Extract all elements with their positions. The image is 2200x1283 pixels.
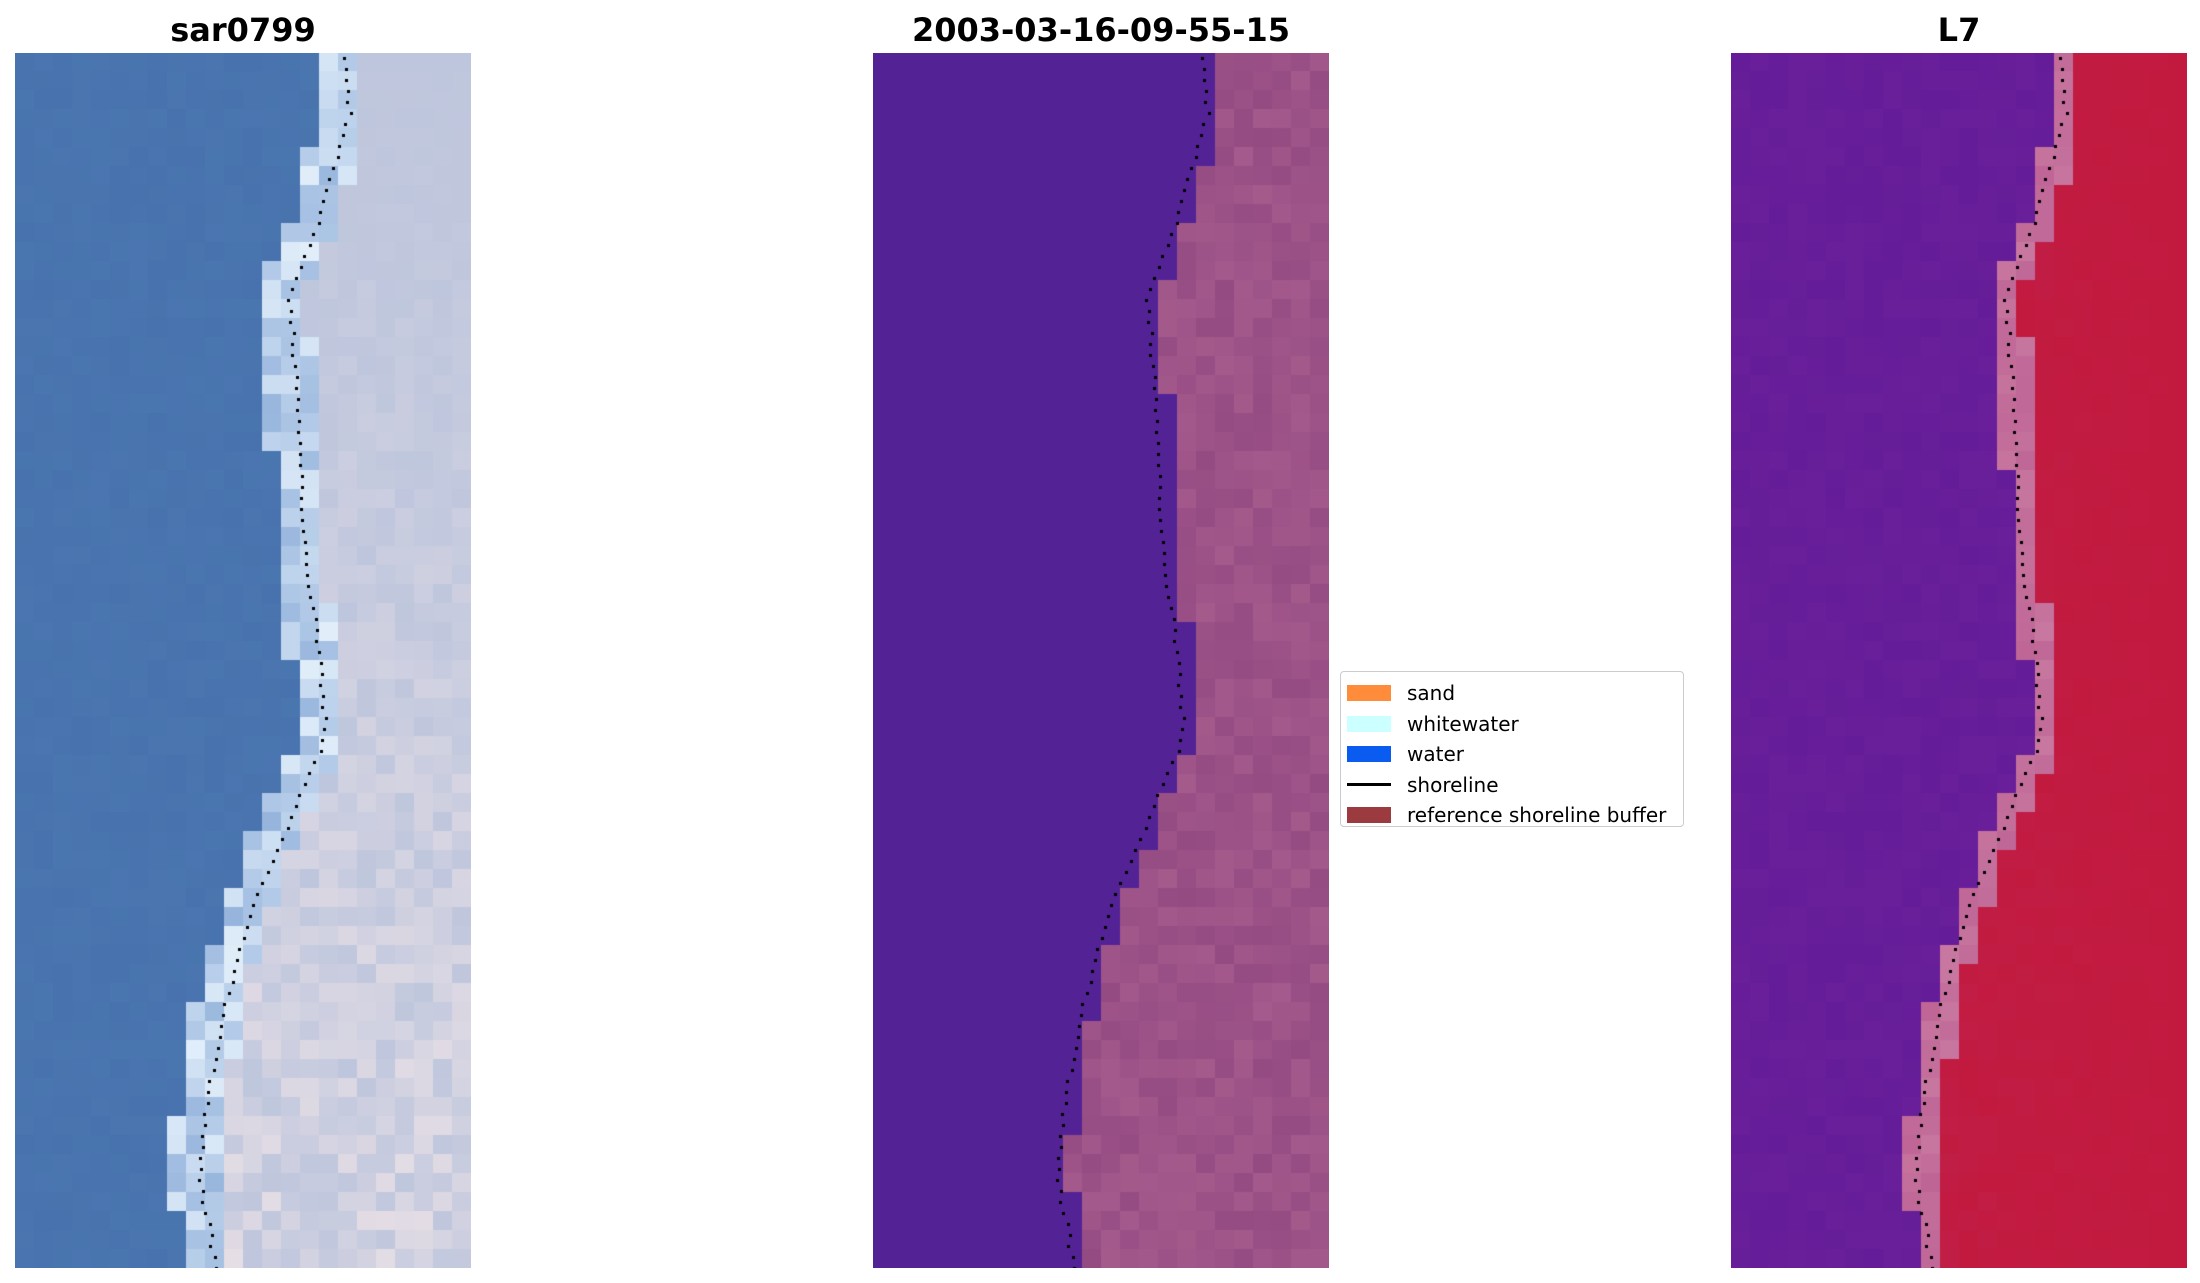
legend-item-reference-buffer: reference shoreline buffer xyxy=(1347,800,1683,831)
legend-item-sand: sand xyxy=(1347,678,1683,709)
legend-label: water xyxy=(1407,742,1464,767)
water-swatch-icon xyxy=(1347,746,1391,763)
classified-image-icon xyxy=(873,53,1329,1268)
legend-item-whitewater: whitewater xyxy=(1347,709,1683,740)
legend-label: reference shoreline buffer xyxy=(1407,803,1667,828)
title-panel-rgb: sar0799 xyxy=(170,11,316,49)
whitewater-swatch-icon xyxy=(1347,715,1391,732)
legend-item-water: water xyxy=(1347,739,1683,770)
legend: sand whitewater water shoreline referenc… xyxy=(1340,671,1684,827)
sand-swatch-icon xyxy=(1347,685,1391,702)
mndwi-index-image-icon xyxy=(1731,53,2187,1268)
title-panel-classified: 2003-03-16-09-55-15 xyxy=(911,11,1291,49)
title-panel-index: L7 xyxy=(1937,11,1981,49)
panel-classified-image xyxy=(873,53,1329,1268)
legend-label: sand xyxy=(1407,681,1456,706)
buffer-swatch-icon xyxy=(1347,807,1391,824)
panel-index-image xyxy=(1731,53,2187,1268)
legend-label: whitewater xyxy=(1407,711,1519,736)
panel-rgb-image xyxy=(15,53,471,1268)
legend-item-shoreline: shoreline xyxy=(1347,770,1683,801)
satellite-rgb-image-icon xyxy=(15,53,471,1268)
legend-label: shoreline xyxy=(1407,772,1499,797)
shoreline-line-icon xyxy=(1347,783,1391,787)
